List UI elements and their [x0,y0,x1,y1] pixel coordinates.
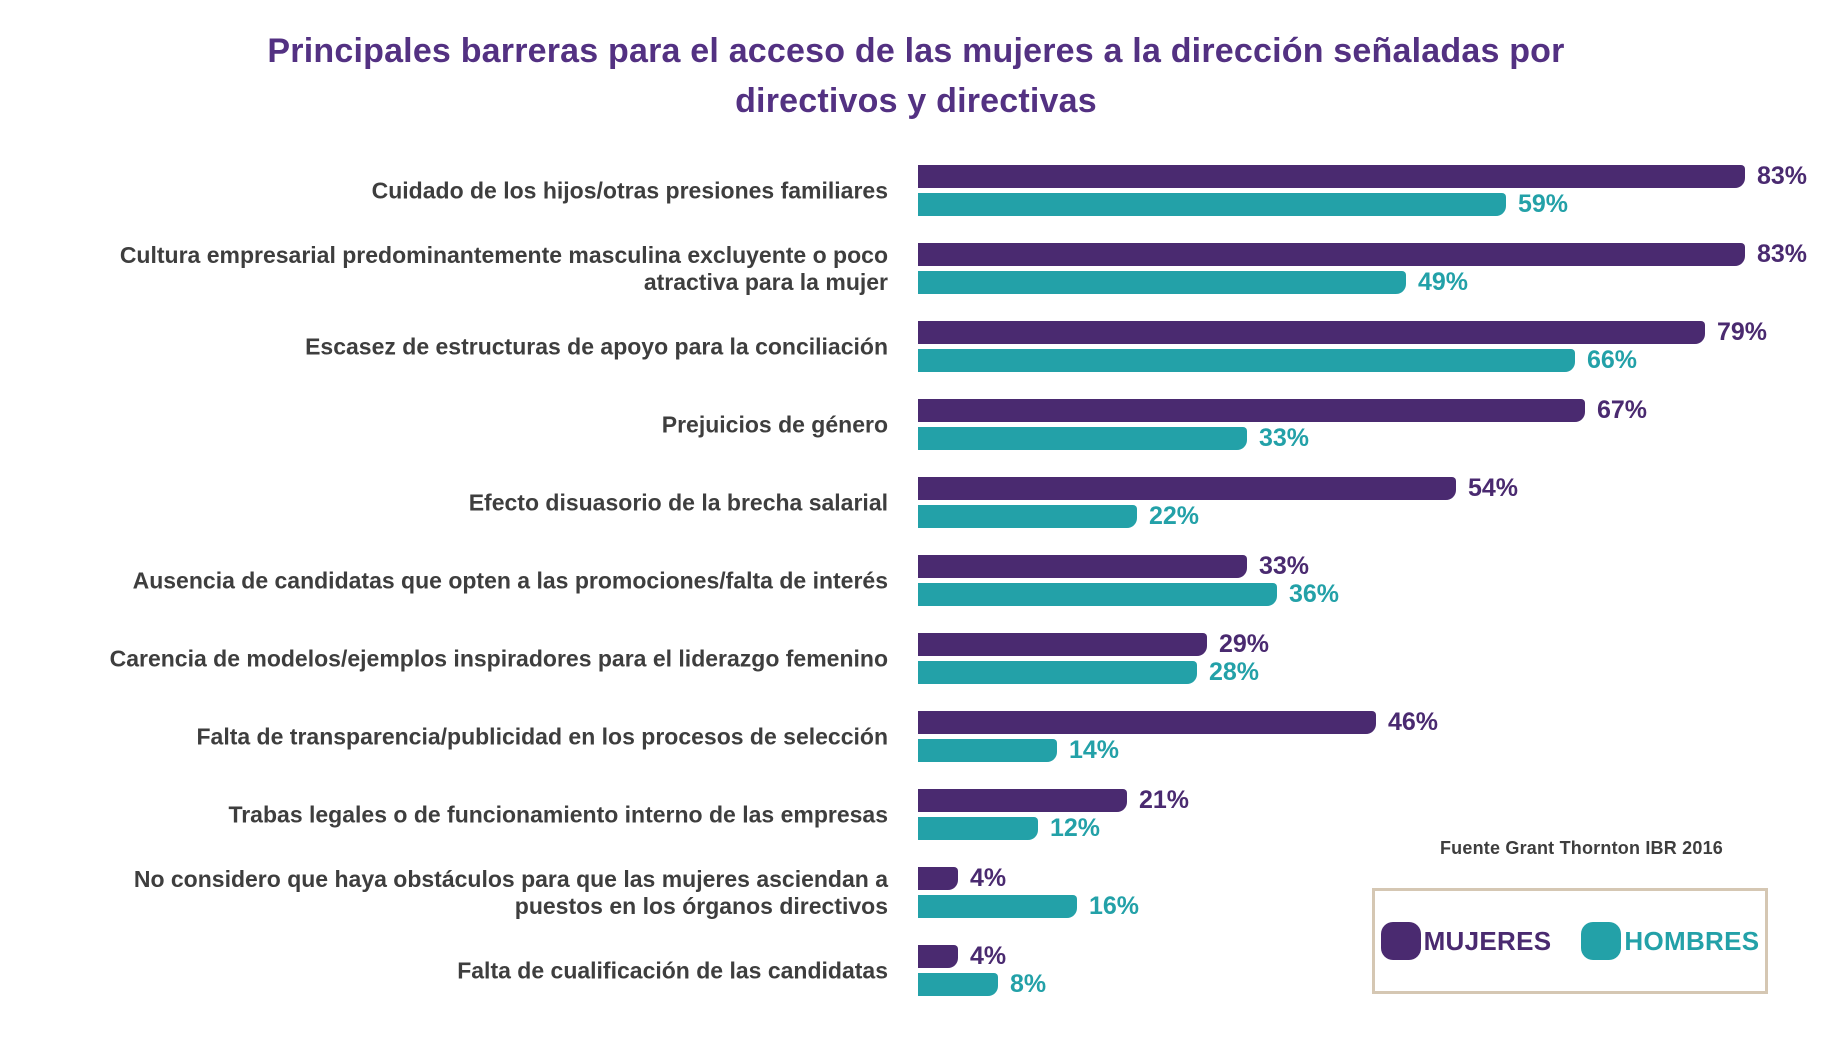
bar-hombres [918,895,1077,918]
bar-value-hombres: 8% [1010,970,1047,998]
bar-value-mujeres: 21% [1139,786,1190,814]
bar-mujeres [918,243,1745,266]
chart-title: Principales barreras para el acceso de l… [0,26,1832,126]
bar-value-hombres: 36% [1289,580,1340,608]
bar-value-hombres: 14% [1069,736,1120,764]
bar-mujeres [918,789,1127,812]
bar-value-hombres: 28% [1209,658,1260,686]
bar-value-mujeres: 83% [1757,240,1808,268]
bar-value-mujeres: 4% [970,942,1007,970]
bar-value-mujeres: 33% [1259,552,1310,580]
chart-row: Falta de transparencia/publicidad en los… [0,708,1832,764]
bar-value-hombres: 66% [1587,346,1638,374]
bar-mujeres [918,165,1745,188]
legend-item-hombres: HOMBRES [1581,922,1759,960]
category-label: Cuidado de los hijos/otras presiones fam… [371,177,888,203]
bar-hombres [918,973,998,996]
bar-mujeres [918,867,958,890]
chart-row: Cultura empresarial predominantemente ma… [0,240,1832,296]
bar-value-hombres: 16% [1089,892,1140,920]
bar-value-hombres: 59% [1518,190,1569,218]
category-label: Escasez de estructuras de apoyo para la … [305,333,888,359]
legend-item-mujeres: MUJERES [1380,922,1552,960]
bar-hombres [918,583,1277,606]
chart-row: Trabas legales o de funcionamiento inter… [0,786,1832,842]
chart-title-line-1: Principales barreras para el acceso de l… [267,32,1565,70]
bar-mujeres [918,399,1585,422]
bar-mujeres [918,555,1247,578]
category-label: Efecto disuasorio de la brecha salarial [468,489,888,515]
bar-mujeres [918,633,1207,656]
bar-hombres [918,271,1406,294]
hombres-swatch [1581,922,1622,960]
bar-hombres [918,817,1038,840]
bar-value-mujeres: 83% [1757,162,1808,190]
bar-value-mujeres: 67% [1597,396,1648,424]
bar-value-mujeres: 4% [970,864,1007,892]
category-label: Trabas legales o de funcionamiento inter… [228,801,888,827]
chart-row: Falta de cualificación de las candidatas… [0,942,1832,998]
bar-value-hombres: 33% [1259,424,1310,452]
chart-row: Escasez de estructuras de apoyo para la … [0,318,1832,374]
bar-hombres [918,349,1575,372]
category-label: Ausencia de candidatas que opten a las p… [132,567,888,593]
bar-value-hombres: 49% [1418,268,1469,296]
source-note: Fuente Grant Thornton IBR 2016 [1439,838,1723,858]
bar-hombres [918,739,1057,762]
chart-title-line-2: directivos y directivas [735,82,1097,120]
bar-mujeres [918,945,958,968]
category-label: Cultura empresarial predominantemente ma… [119,241,888,295]
bar-value-mujeres: 79% [1717,318,1768,346]
bar-hombres [918,193,1506,216]
category-label: Prejuicios de género [661,411,888,437]
chart-row: Cuidado de los hijos/otras presiones fam… [0,162,1832,218]
bar-hombres [918,505,1137,528]
bar-hombres [918,427,1247,450]
chart-row: Ausencia de candidatas que opten a las p… [0,552,1832,608]
legend-label-hombres: HOMBRES [1624,925,1760,956]
bar-value-hombres: 22% [1149,502,1200,530]
legend-label-mujeres: MUJERES [1423,925,1552,956]
bar-value-mujeres: 46% [1388,708,1439,736]
chart-row: Prejuicios de género 67% 33% [0,396,1832,452]
bar-hombres [918,661,1197,684]
bar-value-hombres: 12% [1050,814,1101,842]
chart-row: No considero que haya obstáculos para qu… [0,864,1832,920]
category-label: Carencia de modelos/ejemplos inspiradore… [109,645,888,671]
chart-row: Carencia de modelos/ejemplos inspiradore… [0,630,1832,686]
bar-value-mujeres: 29% [1219,630,1270,658]
mujeres-swatch [1380,922,1421,960]
category-label: Falta de cualificación de las candidatas [457,957,888,983]
bar-mujeres [918,477,1456,500]
bar-mujeres [918,711,1376,734]
category-label: No considero que haya obstáculos para qu… [133,865,888,919]
chart-row: Efecto disuasorio de la brecha salarial 5… [0,474,1832,530]
bar-value-mujeres: 54% [1468,474,1519,502]
category-label: Falta de transparencia/publicidad en los… [196,723,888,749]
bar-mujeres [918,321,1705,344]
legend: MUJERES HOMBRES [1372,888,1768,994]
